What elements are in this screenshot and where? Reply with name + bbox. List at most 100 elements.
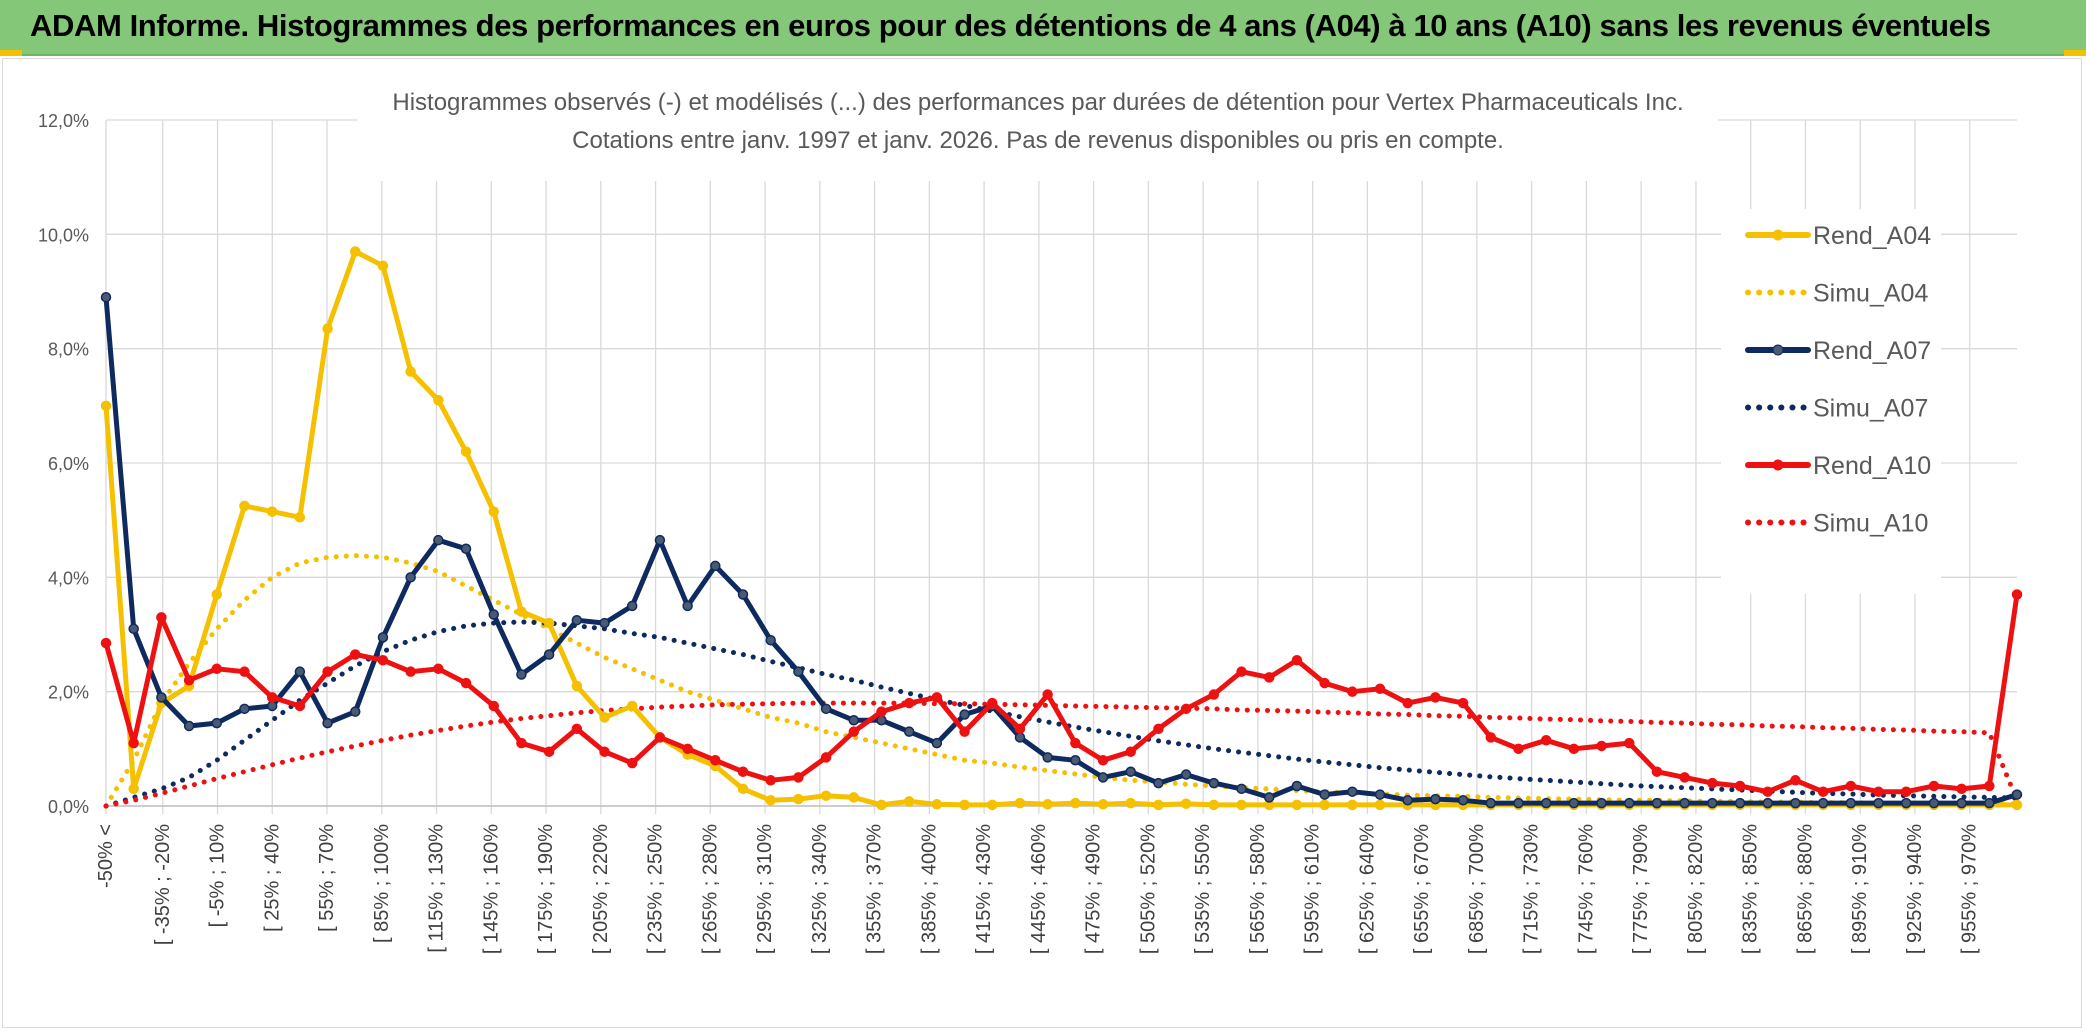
data-point-rend-a04 bbox=[571, 680, 583, 692]
x-tick-label: [ 745% ; 760% bbox=[1575, 824, 1597, 954]
data-point-rend-a07 bbox=[1457, 795, 1469, 806]
data-point-rend-a04 bbox=[1180, 798, 1192, 809]
data-point-rend-a10 bbox=[433, 663, 444, 675]
data-point-rend-a10 bbox=[1984, 780, 1995, 792]
data-point-rend-a04 bbox=[1347, 799, 1358, 811]
legend-label: Rend_A04 bbox=[1813, 222, 1931, 250]
data-point-rend-a07 bbox=[654, 534, 666, 546]
data-point-rend-a04 bbox=[793, 793, 804, 805]
data-point-rend-a10 bbox=[266, 692, 278, 703]
data-point-rend-a10 bbox=[377, 654, 389, 666]
data-point-rend-a10 bbox=[1097, 755, 1109, 766]
data-point-rend-a04 bbox=[987, 799, 998, 811]
legend-label: Simu_A10 bbox=[1813, 510, 1928, 538]
data-point-rend-a04 bbox=[266, 506, 278, 517]
data-point-rend-a07 bbox=[377, 632, 389, 643]
data-point-rend-a07 bbox=[1014, 732, 1026, 743]
data-point-rend-a07 bbox=[1153, 777, 1164, 789]
data-point-rend-a10 bbox=[765, 775, 776, 786]
data-point-rend-a07 bbox=[1402, 795, 1413, 806]
data-point-rend-a07 bbox=[765, 634, 776, 646]
data-point-rend-a04 bbox=[931, 799, 943, 810]
data-point-rend-a04 bbox=[100, 400, 112, 412]
data-point-rend-a10 bbox=[322, 666, 333, 677]
data-point-rend-a07 bbox=[1180, 769, 1192, 780]
data-point-rend-a10 bbox=[599, 746, 610, 757]
data-point-rend-a07 bbox=[1762, 797, 1773, 809]
data-point-rend-a10 bbox=[1679, 772, 1690, 783]
y-tick-label: 10,0% bbox=[38, 225, 89, 245]
data-point-rend-a07 bbox=[1734, 797, 1746, 809]
data-point-rend-a10 bbox=[543, 746, 555, 757]
data-point-rend-a10 bbox=[1513, 743, 1524, 755]
data-point-rend-a07 bbox=[1513, 797, 1524, 809]
data-point-rend-a07 bbox=[1236, 783, 1247, 795]
data-point-rend-a10 bbox=[1651, 766, 1663, 777]
data-point-rend-a04 bbox=[2011, 799, 2023, 811]
x-tick-label: [ 295% ; 310% bbox=[754, 824, 776, 954]
legend-marker bbox=[1772, 459, 1784, 471]
data-point-rend-a07 bbox=[488, 609, 499, 620]
data-point-rend-a07 bbox=[1125, 766, 1136, 777]
header-corner-left bbox=[0, 50, 22, 56]
data-point-rend-a07 bbox=[793, 666, 804, 677]
data-point-rend-a07 bbox=[294, 666, 306, 677]
legend-background bbox=[1721, 209, 1941, 594]
data-point-rend-a10 bbox=[959, 726, 970, 737]
data-point-rend-a04 bbox=[1374, 799, 1386, 811]
data-point-rend-a07 bbox=[1984, 797, 1995, 809]
data-point-rend-a10 bbox=[294, 700, 306, 712]
legend-item-rend-a07: Rend_A07 bbox=[1745, 337, 1931, 365]
series-line-rend-a10 bbox=[103, 592, 2020, 795]
data-point-rend-a04 bbox=[516, 606, 527, 617]
data-point-rend-a07 bbox=[571, 614, 583, 626]
x-tick-label: [ 475% ; 490% bbox=[1083, 824, 1105, 954]
data-point-rend-a07 bbox=[1651, 797, 1663, 809]
data-point-rend-a10 bbox=[1291, 654, 1303, 666]
data-point-rend-a07 bbox=[1042, 752, 1053, 763]
x-tick-label: [ -35% ; -20% bbox=[152, 824, 174, 945]
x-tick-label: [ 865% ; 880% bbox=[1794, 824, 1816, 954]
data-point-rend-a04 bbox=[211, 589, 223, 600]
data-point-rend-a07 bbox=[1928, 797, 1940, 809]
data-point-rend-a07 bbox=[1817, 797, 1829, 809]
series-line-rend-a07 bbox=[103, 294, 2020, 806]
legend-label: Simu_A04 bbox=[1813, 280, 1928, 308]
data-point-rend-a04 bbox=[820, 790, 832, 801]
x-tick-label: [ 445% ; 460% bbox=[1028, 824, 1050, 954]
x-tick-label: [ 955% ; 970% bbox=[1959, 824, 1981, 954]
data-point-rend-a04 bbox=[1042, 799, 1053, 810]
data-point-rend-a07 bbox=[626, 600, 638, 612]
data-point-rend-a04 bbox=[128, 783, 139, 795]
data-point-rend-a04 bbox=[377, 260, 389, 272]
x-tick-label: [ 235% ; 250% bbox=[645, 824, 667, 954]
y-tick-label: 12,0% bbox=[38, 111, 89, 131]
data-point-rend-a10 bbox=[1125, 746, 1136, 757]
x-tick-label: [ 325% ; 340% bbox=[809, 824, 831, 954]
data-point-rend-a04 bbox=[543, 617, 555, 629]
data-point-rend-a10 bbox=[737, 766, 749, 777]
data-point-rend-a10 bbox=[682, 743, 693, 755]
data-point-rend-a10 bbox=[1540, 735, 1552, 746]
data-point-rend-a10 bbox=[488, 700, 499, 712]
x-tick-label: [ 265% ; 280% bbox=[699, 824, 721, 954]
data-point-rend-a04 bbox=[1097, 799, 1109, 810]
y-tick-label: 2,0% bbox=[48, 683, 89, 703]
x-axis: -50% < [ -35% ; -20% [ -5% ; 10% [ 25% ; 40… bbox=[95, 824, 1981, 954]
data-point-rend-a07 bbox=[959, 709, 970, 720]
data-point-rend-a10 bbox=[987, 697, 998, 709]
data-point-rend-a07 bbox=[1263, 792, 1275, 803]
data-point-rend-a04 bbox=[460, 446, 472, 457]
data-point-rend-a07 bbox=[876, 715, 887, 726]
data-point-rend-a10 bbox=[1430, 692, 1441, 703]
data-point-rend-a04 bbox=[488, 506, 499, 517]
data-point-rend-a07 bbox=[1347, 786, 1358, 797]
data-point-rend-a07 bbox=[820, 703, 832, 715]
y-axis: 0,0% 2,0% 4,0% 6,0% 8,0% 10,0% 12,0% bbox=[38, 111, 89, 817]
data-point-rend-a07 bbox=[1568, 797, 1580, 809]
x-tick-label: [ 565% ; 580% bbox=[1247, 824, 1269, 954]
data-point-rend-a07 bbox=[1956, 797, 1967, 809]
chart-subtitle: Cotations entre janv. 1997 et janv. 2026… bbox=[572, 127, 1504, 154]
data-point-rend-a10 bbox=[931, 692, 943, 703]
data-point-rend-a07 bbox=[848, 715, 860, 726]
